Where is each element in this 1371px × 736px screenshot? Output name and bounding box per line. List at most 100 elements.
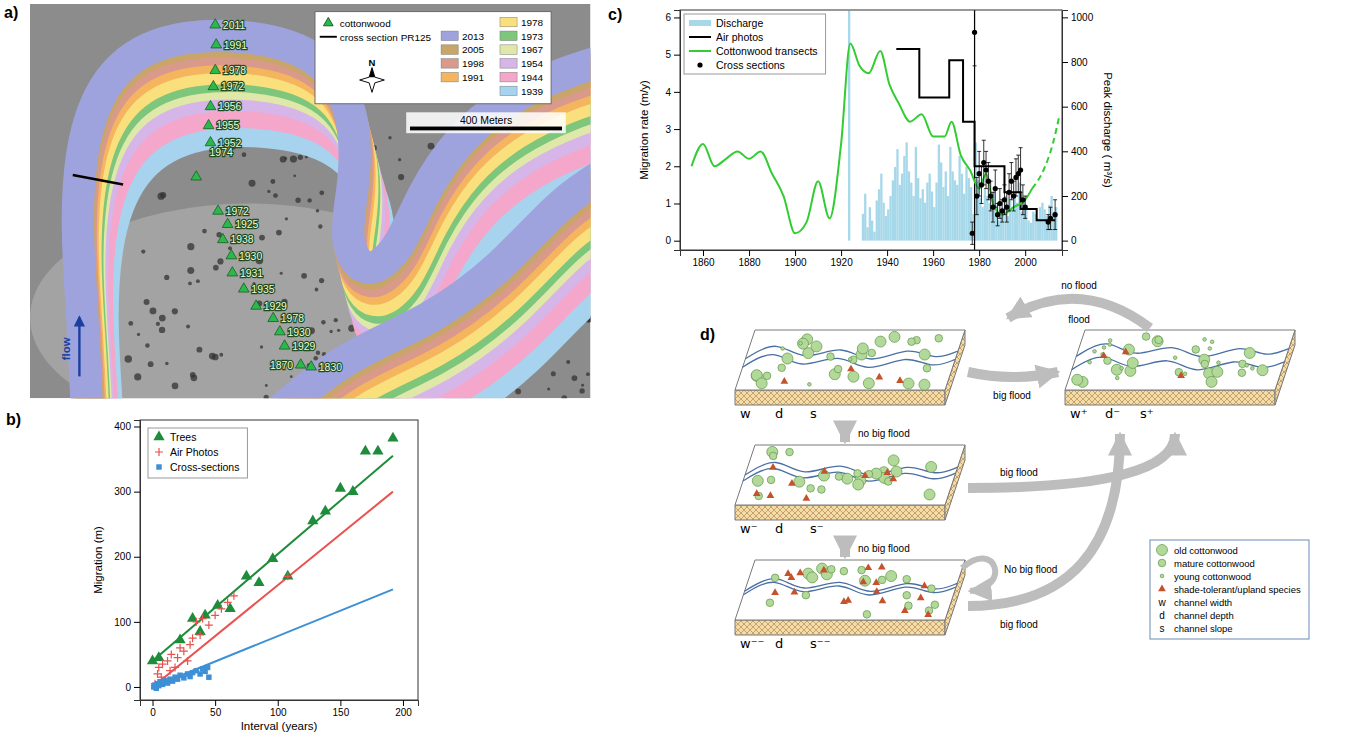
legend-swatch bbox=[500, 17, 517, 27]
axis-line bbox=[1063, 11, 1069, 251]
landscape-block bbox=[735, 445, 965, 520]
upland-tree bbox=[769, 463, 777, 470]
shrub bbox=[388, 136, 391, 139]
state-label: s⁻⁻ bbox=[810, 636, 831, 651]
mature-cottonwood bbox=[1142, 333, 1150, 341]
shrub bbox=[160, 192, 166, 198]
tick-mark bbox=[1062, 196, 1068, 197]
plot-frame bbox=[140, 420, 418, 700]
tick-label: 1940 bbox=[876, 257, 899, 268]
cottonwood-tree bbox=[251, 300, 262, 309]
mature-cottonwood bbox=[863, 611, 871, 619]
axis-yticks: 0123456 bbox=[665, 11, 680, 251]
tick-mark bbox=[134, 427, 140, 428]
old-cottonwood bbox=[817, 563, 828, 574]
mature-cottonwood bbox=[1155, 336, 1163, 344]
mature-cottonwood bbox=[935, 334, 943, 342]
tick-mark bbox=[674, 166, 680, 167]
shrub bbox=[172, 308, 178, 314]
upland-tree bbox=[889, 475, 897, 482]
cottonwood-tree bbox=[210, 19, 221, 28]
shrub bbox=[267, 190, 270, 193]
upland-tree bbox=[821, 467, 829, 474]
discharge-bar bbox=[979, 198, 981, 240]
tree-year: 1978 bbox=[281, 313, 304, 324]
legend-label: 2013 bbox=[462, 31, 485, 42]
tick-mark bbox=[340, 700, 341, 706]
data-point bbox=[1002, 197, 1007, 202]
tick-mark bbox=[153, 700, 154, 706]
discharge-bar bbox=[883, 203, 885, 241]
error-bar bbox=[1016, 155, 1020, 192]
tick: 2000 bbox=[1015, 250, 1038, 268]
mature-cottonwood bbox=[835, 473, 843, 481]
tick-mark bbox=[979, 250, 980, 256]
shrub bbox=[290, 156, 297, 163]
tick-mark bbox=[1062, 17, 1068, 18]
upland-tree bbox=[917, 594, 925, 601]
young-cottonwood bbox=[1108, 343, 1112, 347]
tick-mark bbox=[1062, 241, 1068, 242]
shrub bbox=[134, 373, 141, 380]
landscape-block bbox=[735, 560, 965, 635]
transition-arrow bbox=[1008, 299, 1150, 328]
mature-cottonwood bbox=[802, 591, 810, 599]
tick-label: 1900 bbox=[784, 257, 807, 268]
legend-box bbox=[315, 12, 551, 104]
legend-symbol bbox=[1157, 545, 1168, 556]
legend-label: cross section PR125 bbox=[340, 32, 432, 43]
shrub bbox=[298, 155, 303, 160]
axis-line bbox=[141, 701, 419, 707]
legend-label: shade-tolerant/upland species bbox=[1174, 584, 1301, 595]
discharge-bar bbox=[924, 203, 926, 241]
transition-arrow bbox=[962, 558, 995, 591]
discharge-bar bbox=[1011, 207, 1013, 240]
tree-year: 1870 bbox=[270, 360, 293, 371]
block-top bbox=[735, 445, 965, 505]
block-front bbox=[735, 390, 945, 405]
legend-swatch bbox=[500, 45, 517, 55]
block-top bbox=[735, 560, 965, 620]
cottonwood-tree bbox=[268, 312, 279, 321]
data-point bbox=[225, 602, 236, 612]
tick: 6 bbox=[665, 12, 680, 23]
young-cottonwood bbox=[1183, 372, 1187, 376]
mature-cottonwood bbox=[807, 485, 815, 493]
tick-mark bbox=[674, 129, 680, 130]
upland-tree bbox=[875, 373, 883, 380]
tree-year: 1978 bbox=[223, 65, 246, 76]
discharge-bar bbox=[887, 209, 889, 240]
upland-tree bbox=[784, 569, 792, 576]
data-point bbox=[1000, 208, 1005, 213]
old-cottonwood bbox=[1257, 365, 1268, 376]
data-point bbox=[174, 654, 182, 662]
mature-cottonwood bbox=[767, 476, 775, 484]
tick: 1000 bbox=[1062, 12, 1094, 23]
panel-b: 0501001502000100200300400TreesAir Photos… bbox=[92, 420, 419, 732]
discharge-bar bbox=[986, 196, 988, 241]
tick: 200 bbox=[114, 551, 140, 562]
error-bar bbox=[996, 203, 1000, 225]
panel-a: flow201119911978197219561955195219741972… bbox=[30, 4, 644, 517]
scale-bar-bg bbox=[406, 112, 566, 133]
data-point bbox=[1023, 205, 1028, 210]
panel-letter: c) bbox=[608, 6, 622, 23]
data-point bbox=[387, 432, 398, 442]
data-point bbox=[171, 663, 179, 671]
young-cottonwood bbox=[799, 342, 803, 346]
map-legend: cottonwoodcross section PR12520132005199… bbox=[315, 12, 551, 104]
shrub bbox=[318, 224, 322, 228]
tick-mark bbox=[134, 687, 140, 688]
cottonwood-tree bbox=[205, 100, 216, 109]
fit-line bbox=[153, 492, 393, 687]
axis-title: Migration (m) bbox=[92, 526, 104, 594]
discharge-bar bbox=[952, 171, 954, 240]
data-point bbox=[189, 634, 197, 642]
tick-label: 6 bbox=[665, 12, 671, 23]
tick-label: 200 bbox=[1071, 191, 1088, 202]
discharge-bar bbox=[984, 189, 986, 240]
old-cottonwood bbox=[860, 575, 871, 586]
step-line bbox=[896, 49, 1055, 220]
tree-year: 1929 bbox=[264, 301, 287, 312]
shrub bbox=[334, 318, 338, 322]
